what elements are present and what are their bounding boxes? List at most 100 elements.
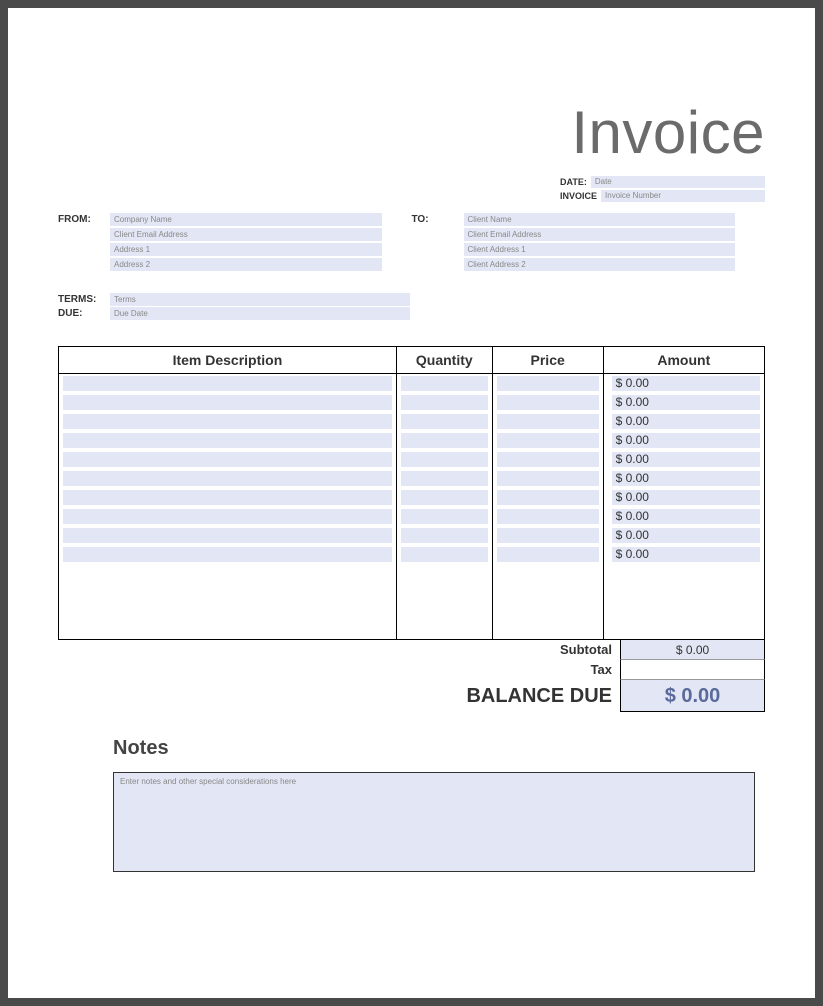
tax-label: Tax [460,660,620,680]
invoice-number-label: INVOICE [560,191,597,201]
cell-qty[interactable] [396,545,492,564]
table-row: $ 0.00 [59,545,765,564]
cell-amt[interactable]: $ 0.00 [603,393,764,412]
cell-price[interactable] [492,412,603,431]
cell-price[interactable] [492,526,603,545]
col-quantity: Quantity [396,347,492,374]
from-email-field[interactable]: Client Email Address [110,228,382,241]
cell-qty[interactable] [396,374,492,393]
cell-amt[interactable]: $ 0.00 [603,450,764,469]
items-table: Item Description Quantity Price Amount $… [58,346,765,640]
from-address1-field[interactable]: Address 1 [110,243,382,256]
to-label: TO: [412,213,464,273]
cell-price[interactable] [492,469,603,488]
cell-desc[interactable] [59,431,397,450]
cell-qty[interactable] [396,450,492,469]
table-row: $ 0.00 [59,374,765,393]
to-address2-field[interactable]: Client Address 2 [464,258,736,271]
cell-desc[interactable] [59,507,397,526]
cell-price[interactable] [492,450,603,469]
cell-price[interactable] [492,564,603,583]
notes-title: Notes [113,737,755,760]
cell-price[interactable] [492,488,603,507]
table-row: $ 0.00 [59,450,765,469]
terms-label: TERMS: [58,293,110,307]
notes-textarea[interactable]: Enter notes and other special considerat… [113,772,755,872]
cell-desc[interactable] [59,412,397,431]
table-row: $ 0.00 [59,393,765,412]
cell-qty[interactable] [396,469,492,488]
date-field[interactable]: Date [591,176,765,188]
table-row: $ 0.00 [59,488,765,507]
table-row [59,602,765,621]
cell-desc[interactable] [59,469,397,488]
table-row [59,564,765,583]
balance-due-label: BALANCE DUE [460,680,620,712]
subtotal-value: $ 0.00 [620,640,765,660]
cell-amt[interactable]: $ 0.00 [603,412,764,431]
cell-qty[interactable] [396,393,492,412]
cell-amt[interactable] [603,621,764,640]
cell-desc[interactable] [59,374,397,393]
cell-qty[interactable] [396,564,492,583]
due-date-field[interactable]: Due Date [110,307,410,320]
meta-block: DATE: Date INVOICE Invoice Number [58,175,765,203]
to-address1-field[interactable]: Client Address 1 [464,243,736,256]
from-address2-field[interactable]: Address 2 [110,258,382,271]
cell-amt[interactable]: $ 0.00 [603,431,764,450]
cell-desc[interactable] [59,583,397,602]
cell-price[interactable] [492,621,603,640]
cell-amt[interactable]: $ 0.00 [603,374,764,393]
page-title: Invoice [58,98,765,167]
cell-qty[interactable] [396,583,492,602]
cell-amt[interactable] [603,564,764,583]
to-name-field[interactable]: Client Name [464,213,736,226]
to-fields: Client Name Client Email Address Client … [464,213,766,273]
table-row [59,621,765,640]
cell-desc[interactable] [59,621,397,640]
cell-desc[interactable] [59,602,397,621]
cell-desc[interactable] [59,393,397,412]
cell-price[interactable] [492,431,603,450]
cell-amt[interactable]: $ 0.00 [603,488,764,507]
cell-price[interactable] [492,583,603,602]
cell-price[interactable] [492,374,603,393]
from-company-field[interactable]: Company Name [110,213,382,226]
cell-amt[interactable]: $ 0.00 [603,545,764,564]
cell-qty[interactable] [396,621,492,640]
table-row: $ 0.00 [59,526,765,545]
cell-amt[interactable]: $ 0.00 [603,469,764,488]
cell-desc[interactable] [59,488,397,507]
notes-section: Notes Enter notes and other special cons… [58,737,765,872]
tax-value[interactable] [620,660,765,680]
terms-block: TERMS: DUE: Terms Due Date [58,293,765,321]
balance-due-value: $ 0.00 [620,680,765,712]
cell-amt[interactable] [603,602,764,621]
cell-price[interactable] [492,507,603,526]
cell-qty[interactable] [396,412,492,431]
subtotal-label: Subtotal [460,640,620,660]
cell-amt[interactable]: $ 0.00 [603,507,764,526]
cell-amt[interactable] [603,583,764,602]
cell-qty[interactable] [396,431,492,450]
cell-price[interactable] [492,602,603,621]
cell-price[interactable] [492,545,603,564]
cell-desc[interactable] [59,450,397,469]
table-row [59,583,765,602]
cell-amt[interactable]: $ 0.00 [603,526,764,545]
invoice-number-field[interactable]: Invoice Number [601,190,765,202]
cell-price[interactable] [492,393,603,412]
cell-qty[interactable] [396,602,492,621]
cell-desc[interactable] [59,564,397,583]
terms-field[interactable]: Terms [110,293,410,306]
cell-qty[interactable] [396,507,492,526]
invoice-page: Invoice DATE: Date INVOICE Invoice Numbe… [8,8,815,998]
table-row: $ 0.00 [59,431,765,450]
cell-qty[interactable] [396,526,492,545]
cell-desc[interactable] [59,526,397,545]
parties-block: FROM: Company Name Client Email Address … [58,213,765,273]
cell-desc[interactable] [59,545,397,564]
date-label: DATE: [560,177,587,187]
cell-qty[interactable] [396,488,492,507]
to-email-field[interactable]: Client Email Address [464,228,736,241]
